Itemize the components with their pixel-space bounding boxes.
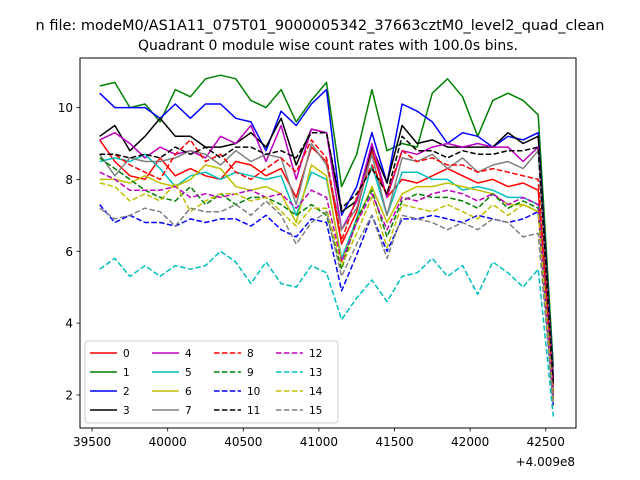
plot-frame	[79, 57, 577, 429]
chart-title: Quadrant 0 module wise count rates with …	[138, 38, 518, 54]
series-line-14	[99, 182, 555, 403]
legend-label-4: 4	[185, 348, 192, 360]
legend-label-13: 13	[309, 367, 322, 379]
legend-label-8: 8	[247, 348, 254, 360]
y-tick-label: 8	[65, 173, 73, 187]
y-tick-label: 10	[58, 101, 73, 115]
y-tick-label: 6	[65, 245, 73, 259]
legend-label-0: 0	[123, 348, 130, 360]
legend-label-3: 3	[123, 405, 130, 417]
series-line-15	[99, 200, 555, 406]
legend-label-1: 1	[123, 367, 130, 379]
series-line-8	[99, 139, 555, 392]
x-tick-label: 40500	[224, 435, 262, 449]
y-tick-label: 4	[65, 317, 73, 331]
x-offset-text: +4.009e8	[516, 455, 575, 469]
x-tick-label: 40000	[149, 435, 187, 449]
x-tick-label: 39500	[73, 435, 111, 449]
legend-label-5: 5	[185, 367, 192, 379]
legend-label-15: 15	[309, 405, 322, 417]
x-tick-label: 41500	[375, 435, 413, 449]
legend-label-9: 9	[247, 367, 254, 379]
figure-suptitle: n file: modeM0/AS1A11_075T01_9000005342_…	[36, 18, 605, 34]
series-line-11	[99, 131, 555, 385]
legend-label-11: 11	[247, 405, 260, 417]
legend-label-6: 6	[185, 386, 192, 398]
series-line-13	[99, 250, 555, 417]
legend-label-10: 10	[247, 386, 260, 398]
series-line-2	[99, 88, 555, 378]
legend-label-2: 2	[123, 386, 130, 398]
x-tick-label: 42000	[451, 435, 489, 449]
legend-label-14: 14	[309, 386, 323, 398]
x-tick-label: 41000	[300, 435, 338, 449]
legend-label-12: 12	[309, 348, 322, 360]
series-layer	[99, 74, 555, 417]
y-tick-label: 2	[65, 388, 73, 402]
series-line-12	[99, 171, 555, 399]
series-line-9	[99, 157, 555, 399]
legend-frame	[84, 340, 339, 424]
axes-layer: 39500 40000 40500 41000 41500 42000 42500 2 4 6 8 1…	[58, 101, 565, 449]
legend-label-7: 7	[185, 405, 192, 417]
x-tick-label: 42500	[527, 435, 565, 449]
